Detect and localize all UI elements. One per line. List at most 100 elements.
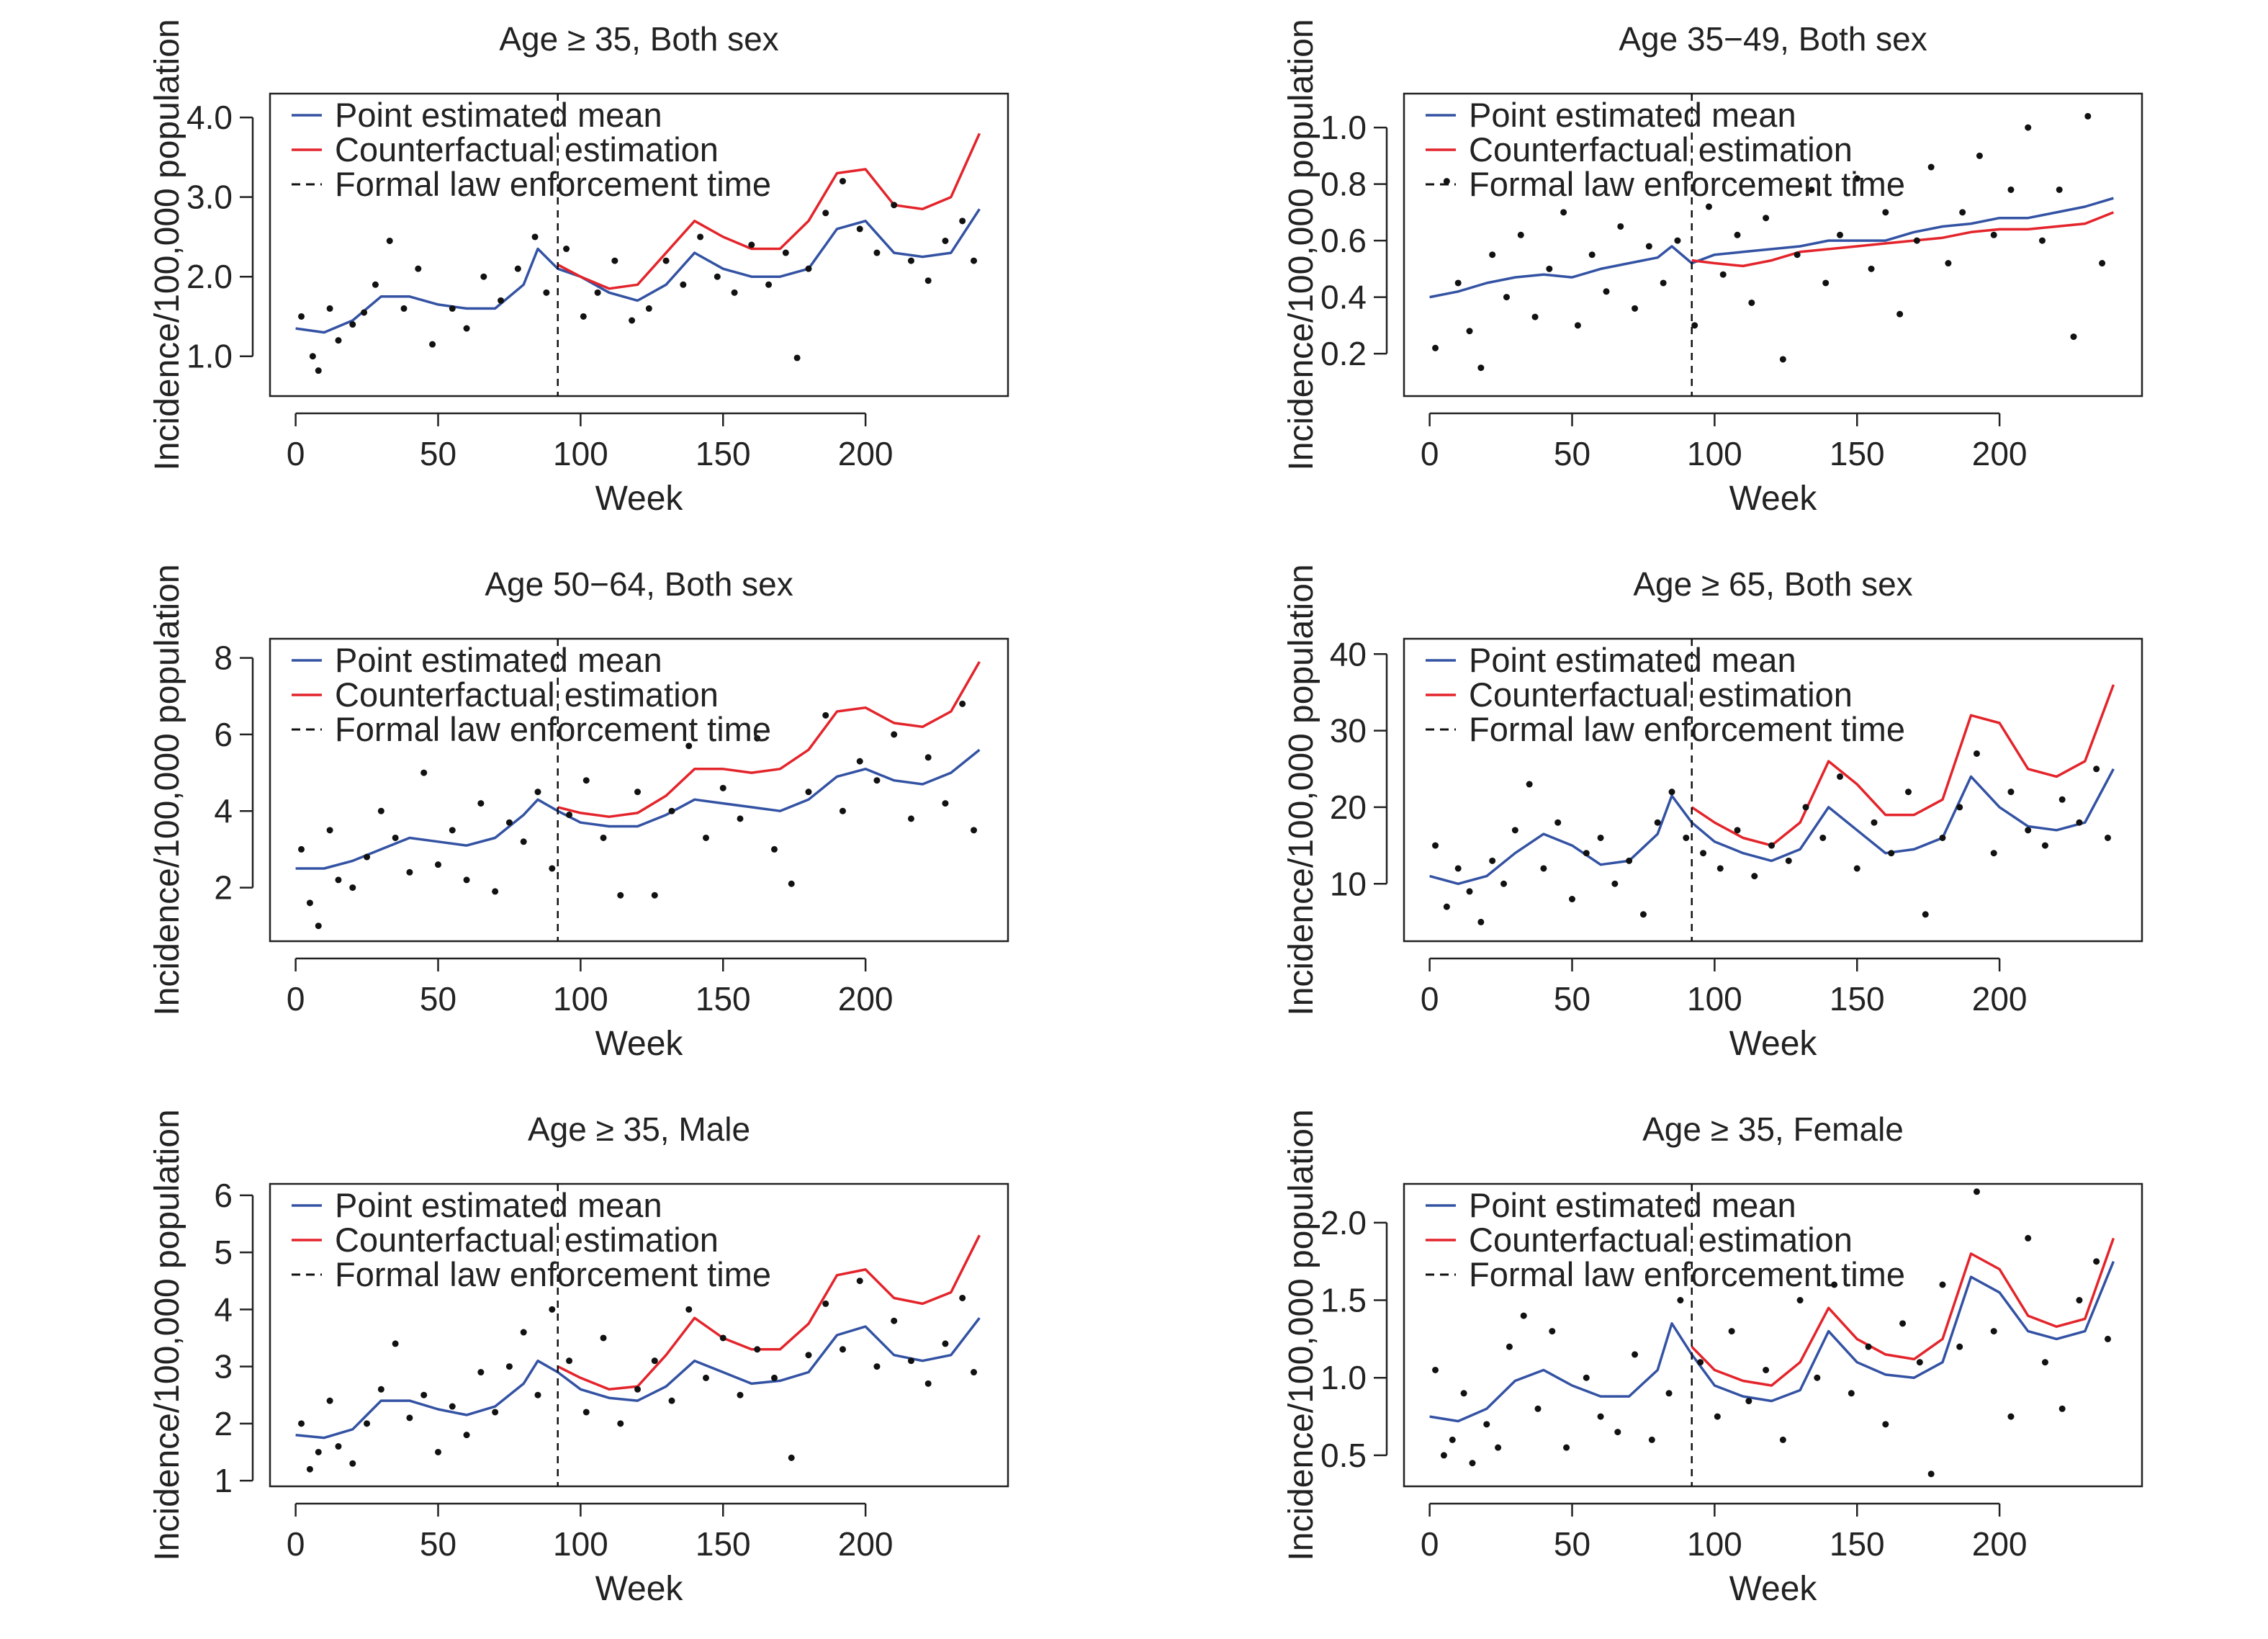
x-tick-label: 150 [696, 1525, 751, 1563]
legend-law-label: Formal law enforcement time [335, 1255, 771, 1293]
x-axis-label: Week [1729, 1025, 1818, 1063]
chart-title: Age 50−64, Both sex [485, 565, 793, 603]
chart-svg: Age 50−64, Both sex 0 50 100 150 200 Week 2 4 6 8I… [148, 564, 1009, 1063]
data-point [349, 321, 356, 328]
plot-frame [269, 92, 1009, 398]
y-tick-label: 1.5 [1320, 1282, 1367, 1319]
data-point [856, 758, 863, 765]
x-axis-label: Week [1729, 1570, 1818, 1608]
data-point [2007, 1413, 2015, 1420]
data-point [549, 1306, 556, 1313]
data-point [463, 1432, 470, 1439]
data-point [1734, 231, 1741, 238]
data-point [805, 1352, 812, 1359]
data-point [477, 800, 485, 807]
data-point [1802, 804, 1809, 811]
data-point [907, 1357, 914, 1365]
data-point [449, 1403, 456, 1410]
data-point [600, 834, 607, 841]
data-point [1454, 865, 1462, 872]
data-point [685, 742, 693, 750]
y-axis-label: Incidence/100,000 population [148, 564, 186, 1015]
data-point [805, 265, 812, 272]
x-tick-label: 50 [1554, 1525, 1590, 1563]
y-tick-label: 8 [214, 639, 233, 677]
data-point [580, 313, 587, 320]
data-point [839, 178, 846, 185]
data-point [1868, 265, 1875, 272]
data-point [566, 1357, 573, 1365]
data-point [1632, 305, 1639, 312]
data-point [377, 1386, 384, 1393]
data-point [372, 281, 379, 288]
data-point [1700, 850, 1707, 857]
data-point [463, 325, 470, 332]
data-point [1705, 203, 1712, 210]
chart-title: Age ≥ 35, Both sex [499, 20, 778, 58]
data-point [1683, 834, 1690, 841]
data-point [1745, 1398, 1752, 1405]
data-point [1882, 1421, 1889, 1428]
data-point [873, 249, 881, 256]
data-point [326, 1397, 333, 1404]
data-point [298, 845, 305, 853]
data-point [1611, 880, 1619, 887]
counterfactual-line [1691, 1237, 2115, 1387]
x-axis-label: Week [595, 1025, 684, 1063]
y-tick-label: 1.0 [186, 338, 233, 375]
data-point [1549, 1328, 1556, 1335]
data-point [1626, 857, 1633, 864]
data-point [1927, 1470, 1935, 1478]
chart-title: Age 35−49, Both sex [1619, 20, 1927, 58]
x-tick-label: 200 [1972, 1525, 2028, 1563]
x-tick-label: 150 [696, 980, 751, 1018]
chart-title: Age ≥ 65, Both sex [1633, 565, 1912, 603]
legend-counterfactual-label: Counterfactual estimation [335, 1221, 719, 1259]
data-point [1882, 209, 1889, 216]
data-point [2025, 1234, 2032, 1241]
data-point [1588, 251, 1596, 259]
y-tick-label: 30 [1330, 712, 1367, 750]
data-point [856, 1277, 863, 1285]
plot-area [295, 1184, 981, 1486]
legend-law-label: Formal law enforcement time [1469, 1255, 1905, 1293]
data-point [754, 735, 761, 742]
data-point [1973, 750, 1980, 757]
data-point [2025, 827, 2032, 834]
y-tick-label: 3.0 [186, 179, 233, 216]
data-point [611, 257, 618, 264]
legend-counterfactual-label: Counterfactual estimation [1469, 675, 1853, 714]
data-point [1443, 178, 1450, 185]
data-point [2041, 842, 2048, 849]
plot-area [295, 639, 981, 941]
plot-frame [269, 1182, 1009, 1488]
x-tick-label: 50 [420, 980, 456, 1018]
data-point [386, 237, 393, 244]
data-point [731, 289, 738, 296]
data-point [480, 273, 487, 280]
data-point [971, 1369, 978, 1376]
data-point [415, 265, 422, 272]
data-point [971, 827, 978, 834]
x-axis-label: Week [1729, 480, 1818, 518]
data-point [449, 827, 456, 834]
chart-panel-2: Age 35−49, Both sex 0 50 100 150 200 Week 0.2 0.… [1134, 0, 2268, 545]
data-point [1632, 1351, 1639, 1358]
x-tick-label: 150 [1830, 1525, 1885, 1563]
data-point [907, 257, 914, 264]
data-point [306, 899, 313, 907]
data-point [634, 1386, 642, 1393]
data-point [1976, 152, 1983, 159]
data-point [662, 257, 670, 264]
data-point [1913, 237, 1920, 244]
data-point [2099, 260, 2106, 267]
plot-area [295, 94, 981, 396]
data-point [1779, 1436, 1786, 1443]
data-point [959, 700, 966, 707]
data-point [2058, 1405, 2066, 1412]
y-tick-label: 6 [214, 716, 233, 753]
y-tick-label: 1.0 [1320, 1359, 1367, 1396]
data-point [754, 1346, 761, 1353]
y-tick-label: 2 [214, 869, 233, 907]
